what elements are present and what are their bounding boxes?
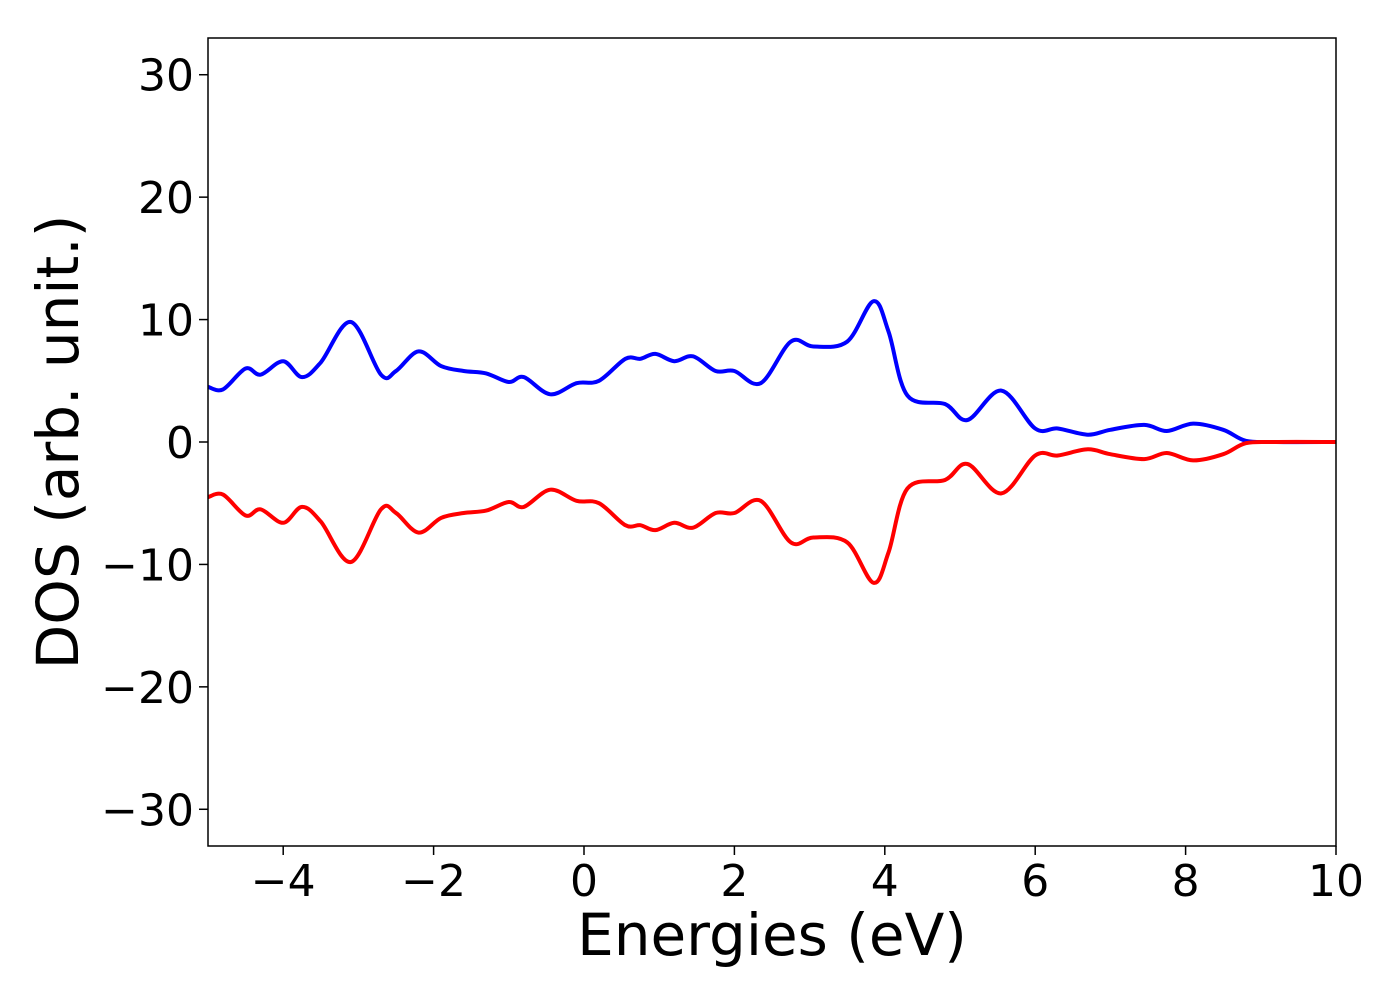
x-tick-label: 0 (570, 856, 598, 907)
x-tick-label: 2 (720, 856, 748, 907)
y-axis-label: DOS (arb. unit.) (24, 215, 92, 670)
plot-layer (207, 299, 1337, 585)
x-tick-label: 8 (1172, 856, 1200, 907)
x-tick-label: 6 (1021, 856, 1049, 907)
x-ticks: −4 −2 0 2 4 6 8 10 (251, 846, 1364, 907)
y-tick-label: 10 (138, 296, 194, 347)
x-tick-label: −4 (251, 856, 316, 907)
x-axis-label: Energies (eV) (577, 901, 967, 969)
x-tick-label: 4 (871, 856, 899, 907)
y-tick-label: 20 (138, 173, 194, 224)
x-tick-label: −2 (401, 856, 466, 907)
x-tick-label: 10 (1308, 856, 1364, 907)
y-tick-label: 30 (138, 51, 194, 102)
y-tick-label: −10 (101, 540, 194, 591)
series-line-2 (207, 439, 1337, 585)
y-ticks: −30 −20 −10 0 10 20 30 (101, 51, 208, 836)
y-tick-label: −20 (101, 663, 194, 714)
y-tick-label: −30 (101, 785, 194, 836)
plot-frame (207, 37, 1337, 847)
y-tick-label: 0 (166, 418, 194, 469)
series-line-1 (207, 299, 1337, 445)
